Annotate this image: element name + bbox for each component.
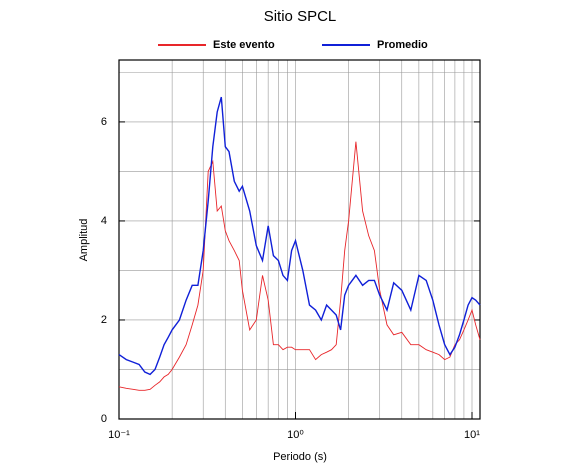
y-axis-label: Amplitud [78, 219, 90, 262]
y-tick-label: 4 [101, 215, 107, 227]
y-tick-label: 6 [101, 116, 107, 128]
y-tick-label: 0 [101, 413, 107, 425]
x-tick-label: 10¹ [464, 429, 480, 441]
x-axis-label: Periodo (s) [273, 451, 327, 463]
data-line [118, 141, 481, 391]
plot-frame [118, 59, 481, 420]
x-tick-label: 10⁰ [287, 429, 304, 441]
y-tick-label: 2 [101, 314, 107, 326]
data-line [118, 96, 481, 376]
legend-label: Promedio [377, 39, 428, 51]
chart-title: Sitio SPCL [264, 8, 337, 25]
legend-label: Este evento [213, 39, 275, 51]
x-tick-label: 10⁻¹ [108, 429, 130, 441]
